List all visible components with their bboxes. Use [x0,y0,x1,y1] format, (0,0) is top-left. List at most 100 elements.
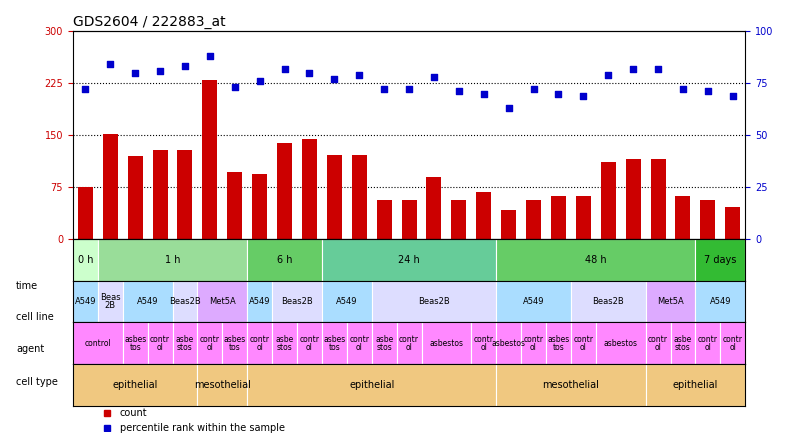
FancyBboxPatch shape [73,281,98,322]
Text: asbestos: asbestos [429,339,463,348]
Text: Beas2B: Beas2B [592,297,625,306]
Text: asbe
stos: asbe stos [176,335,194,352]
Bar [526,200,541,239]
Text: asbes
tos: asbes tos [124,335,147,352]
FancyBboxPatch shape [497,239,696,281]
Text: A549: A549 [137,297,158,306]
Bar [128,156,143,239]
Bar [701,200,715,239]
Text: epithelial: epithelial [349,380,394,390]
Text: contr
ol: contr ol [399,335,419,352]
Bar [302,139,317,239]
Text: contr
ol: contr ol [200,335,220,352]
Text: contr
ol: contr ol [723,335,743,352]
FancyBboxPatch shape [421,322,471,364]
Bar [576,196,590,239]
Point [203,52,216,59]
Text: A549: A549 [75,297,96,306]
Bar [177,151,193,239]
FancyBboxPatch shape [173,322,198,364]
FancyBboxPatch shape [497,322,521,364]
Text: contr
ol: contr ol [523,335,544,352]
FancyBboxPatch shape [596,322,646,364]
Text: contr
ol: contr ol [573,335,594,352]
Point [278,65,291,72]
Text: asbe
stos: asbe stos [275,335,294,352]
FancyBboxPatch shape [322,281,372,322]
Text: 1 h: 1 h [164,255,181,265]
Text: asbestos: asbestos [603,339,637,348]
Bar [501,210,516,239]
FancyBboxPatch shape [322,239,497,281]
FancyBboxPatch shape [347,322,372,364]
Text: percentile rank within the sample: percentile rank within the sample [120,423,285,433]
Text: time: time [16,281,38,291]
Bar [476,192,491,239]
FancyBboxPatch shape [720,322,745,364]
Bar [252,174,267,239]
Text: 0 h: 0 h [78,255,93,265]
FancyBboxPatch shape [272,322,297,364]
FancyBboxPatch shape [471,322,497,364]
Point [254,78,266,85]
Bar [352,155,367,239]
Point [328,75,341,83]
Point [676,86,689,93]
FancyBboxPatch shape [646,281,696,322]
FancyBboxPatch shape [671,322,696,364]
Point [502,104,515,111]
Text: asbe
stos: asbe stos [674,335,692,352]
Bar [152,151,168,239]
Text: contr
ol: contr ol [349,335,369,352]
Bar [103,134,117,239]
FancyBboxPatch shape [147,322,173,364]
Point [651,65,664,72]
FancyBboxPatch shape [497,281,571,322]
Point [129,69,142,76]
Text: Met5A: Met5A [657,297,684,306]
FancyBboxPatch shape [198,322,222,364]
Text: asbes
tos: asbes tos [323,335,346,352]
Text: contr
ol: contr ol [698,335,718,352]
Text: mesothelial: mesothelial [194,380,251,390]
Point [701,88,714,95]
Text: cell line: cell line [16,313,54,322]
FancyBboxPatch shape [696,281,745,322]
Text: 6 h: 6 h [277,255,292,265]
Point [552,90,565,97]
FancyBboxPatch shape [646,364,745,406]
FancyBboxPatch shape [98,239,247,281]
Text: asbes
tos: asbes tos [224,335,246,352]
Text: control: control [84,339,111,348]
Bar [402,200,416,239]
Text: 7 days: 7 days [704,255,736,265]
FancyBboxPatch shape [198,364,247,406]
FancyBboxPatch shape [571,322,596,364]
Text: epithelial: epithelial [673,380,718,390]
FancyBboxPatch shape [73,239,98,281]
Point [627,65,640,72]
Text: 24 h: 24 h [399,255,420,265]
Bar [202,79,217,239]
Point [353,71,366,78]
Bar [228,172,242,239]
FancyBboxPatch shape [73,322,122,364]
Bar [377,200,391,239]
Text: cell type: cell type [16,377,58,387]
Bar [625,159,641,239]
Text: contr
ol: contr ol [648,335,668,352]
FancyBboxPatch shape [571,281,646,322]
Bar [676,196,690,239]
Text: GDS2604 / 222883_at: GDS2604 / 222883_at [73,15,225,29]
Point [303,69,316,76]
Text: A549: A549 [249,297,271,306]
Bar [327,155,342,239]
Point [527,86,540,93]
Text: Beas
2B: Beas 2B [100,293,121,310]
Bar [551,196,566,239]
Point [403,86,416,93]
FancyBboxPatch shape [198,281,247,322]
FancyBboxPatch shape [546,322,571,364]
Bar [650,159,666,239]
Point [477,90,490,97]
